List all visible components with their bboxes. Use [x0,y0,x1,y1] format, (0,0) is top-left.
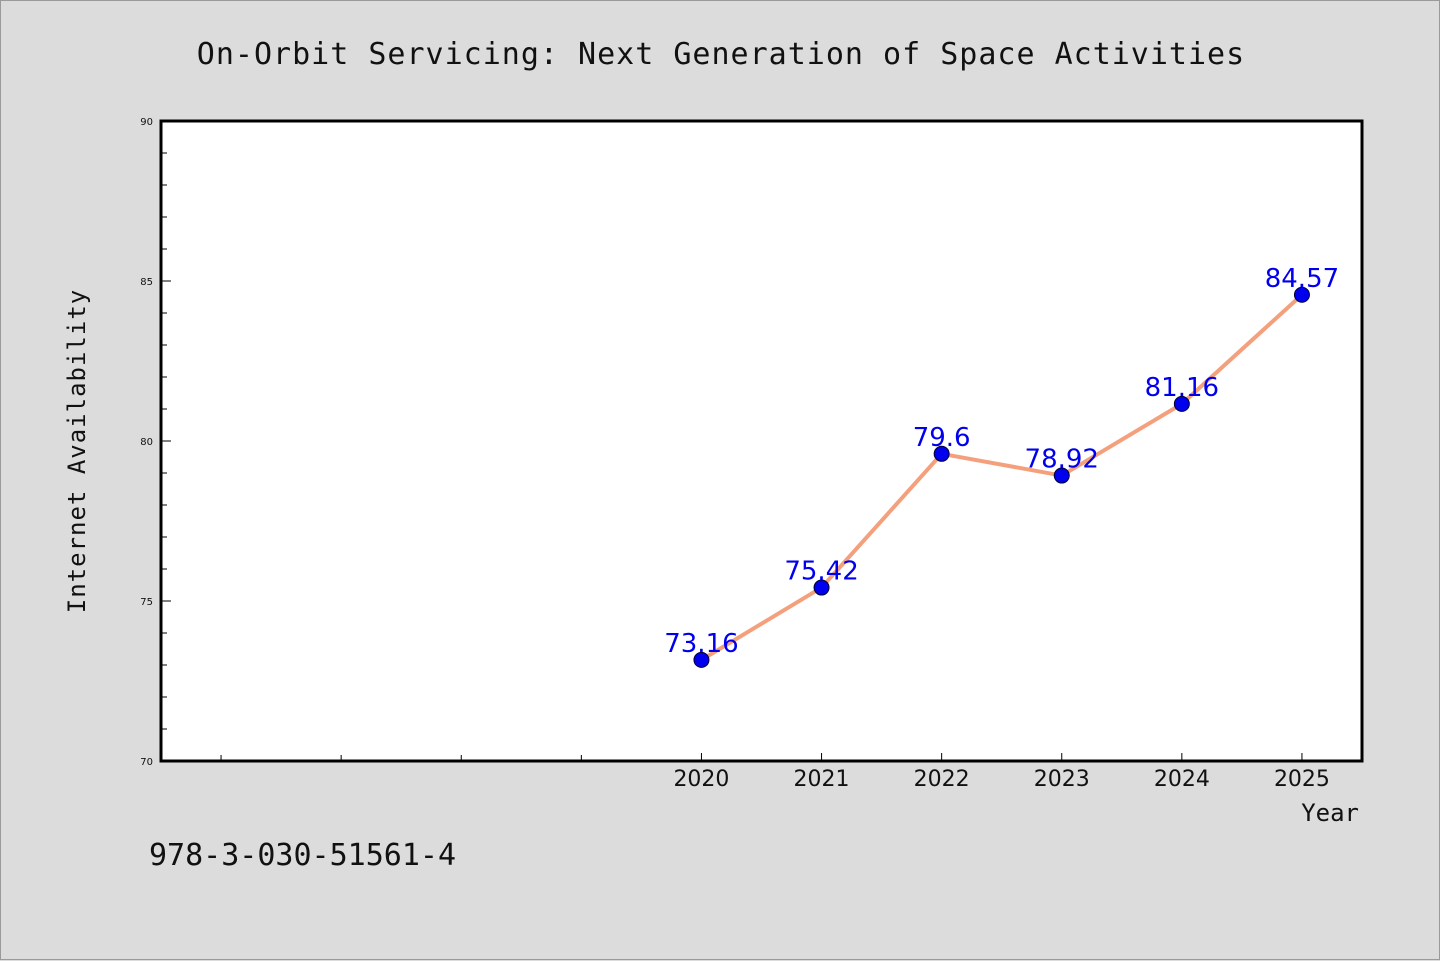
data-point [1173,395,1190,412]
y-tick-label: 70 [140,757,153,768]
data-labels: 73.16 75.42 79.6 78.92 81.16 84.57 [664,264,1339,659]
data-label: 73.16 [664,629,738,659]
data-label: 79.6 [913,423,971,453]
x-tick-label: 2022 [914,767,970,792]
data-label: 84.57 [1265,264,1339,294]
x-tick-label: 2025 [1274,767,1330,792]
x-tick-label: 2021 [794,767,850,792]
x-tick-label: 2023 [1034,767,1090,792]
series-line [699,292,1304,662]
plot-border [159,119,1364,763]
data-point [1293,286,1310,303]
y-tick-label: 75 [140,597,153,608]
data-point [1053,467,1070,484]
data-label: 75.42 [784,557,858,587]
y-tick-label: 90 [140,117,153,128]
data-point [933,445,950,462]
data-label: 78.92 [1025,445,1099,475]
series-layer [693,286,1310,668]
data-point [693,651,710,668]
x-tick-label: 2020 [673,767,729,792]
y-tick-label: 80 [140,437,153,448]
y-axis-label: Internet Availability [63,289,91,613]
isbn-footer: 978-3-030-51561-4 [149,838,456,873]
data-label: 81.16 [1145,373,1219,403]
chart-title: On-Orbit Servicing: Next Generation of S… [197,37,1245,72]
data-point [813,579,830,596]
x-axis-label: Year [1301,799,1359,827]
y-tick-label: 85 [140,277,153,288]
plot-area [161,121,1362,761]
x-tick-label: 2024 [1154,767,1210,792]
